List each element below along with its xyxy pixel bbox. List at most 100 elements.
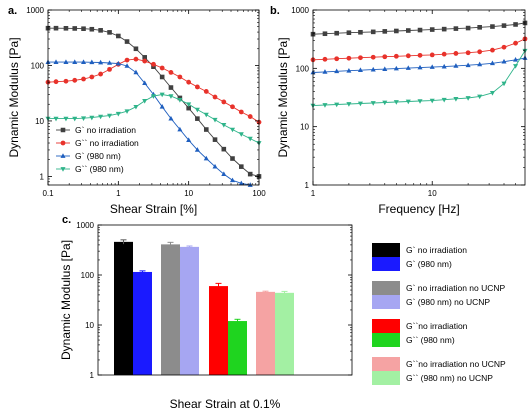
- data-point: [229, 177, 236, 183]
- bar: [256, 291, 275, 375]
- x-tick-label: 10: [428, 189, 437, 198]
- data-point: [322, 69, 328, 74]
- y-tick-label: 10: [35, 117, 44, 126]
- data-point: [322, 103, 328, 108]
- data-point: [53, 59, 59, 64]
- bar: [114, 241, 133, 375]
- legend: G` no irradiation G`` no irradiation G` (9…: [56, 125, 139, 174]
- data-point: [142, 55, 147, 60]
- data-point: [238, 132, 244, 137]
- data-point: [107, 66, 112, 72]
- data-point: [465, 25, 471, 31]
- x-axis-title: Shear Strain [%]: [110, 202, 197, 216]
- data-point: [357, 67, 363, 73]
- data-point: [322, 56, 328, 62]
- data-point: [405, 65, 411, 70]
- bar: [275, 292, 294, 375]
- data-point: [501, 23, 507, 28]
- legend-label: G`` (980 nm): [75, 164, 124, 174]
- legend-swatch: [372, 257, 400, 271]
- data-point: [186, 137, 192, 143]
- data-point: [186, 105, 191, 111]
- data-point: [142, 58, 148, 64]
- data-point: [186, 79, 192, 85]
- x-tick-label: 0.1: [42, 189, 54, 198]
- y-tick-label: 1: [305, 181, 310, 190]
- series-line-3: [312, 50, 526, 107]
- data-point: [186, 102, 192, 108]
- data-point: [490, 47, 495, 53]
- data-point: [417, 99, 423, 104]
- data-point: [238, 180, 244, 186]
- data-point: [142, 99, 148, 104]
- x-axis-title: Frequency [Hz]: [378, 202, 459, 216]
- data-point: [370, 101, 376, 106]
- series-line-2: [312, 57, 526, 73]
- data-point: [513, 64, 519, 69]
- legend-label: G``no irradiation: [406, 321, 468, 331]
- data-point: [151, 61, 156, 67]
- legend-marker: [60, 127, 66, 133]
- data-point: [72, 116, 78, 122]
- data-point: [212, 163, 218, 169]
- data-point: [382, 54, 388, 60]
- data-point: [63, 25, 69, 31]
- data-point: [53, 79, 59, 85]
- data-point: [124, 57, 130, 63]
- data-point: [417, 64, 423, 70]
- data-point: [501, 58, 507, 64]
- data-point: [346, 67, 352, 73]
- data-point: [229, 127, 236, 133]
- legend-marker: [60, 140, 66, 146]
- legend-swatch: [372, 319, 400, 333]
- data-point: [168, 94, 174, 99]
- legend-label: G` (980 nm): [75, 151, 121, 161]
- data-point: [168, 69, 174, 75]
- data-point: [89, 74, 95, 80]
- data-point: [477, 61, 483, 67]
- x-tick-label: 1: [116, 189, 121, 198]
- data-point: [89, 59, 95, 65]
- data-point: [358, 55, 363, 61]
- data-point: [382, 100, 388, 106]
- data-point: [80, 116, 87, 121]
- data-point: [124, 39, 130, 44]
- data-point: [177, 98, 183, 103]
- data-point: [247, 136, 253, 142]
- data-point: [177, 126, 183, 132]
- data-point: [441, 63, 447, 69]
- data-point: [124, 63, 130, 68]
- data-point: [203, 127, 209, 132]
- data-point: [406, 28, 411, 33]
- panel-label: b.: [270, 5, 280, 17]
- panel-label: c.: [62, 214, 71, 226]
- data-point: [405, 99, 411, 105]
- data-point: [194, 107, 200, 113]
- data-point: [393, 53, 399, 59]
- data-point: [322, 31, 328, 37]
- data-point: [477, 25, 482, 30]
- data-point: [81, 26, 86, 32]
- y-tick-label: 1: [90, 371, 95, 380]
- plot-frame: [97, 224, 353, 376]
- data-point: [453, 26, 459, 31]
- data-point: [501, 44, 507, 50]
- bar: [180, 246, 199, 375]
- data-point: [453, 51, 459, 56]
- legend-swatch: [372, 295, 400, 309]
- data-point: [168, 85, 174, 90]
- data-point: [72, 77, 78, 83]
- data-point: [107, 60, 113, 65]
- data-point: [230, 156, 235, 161]
- data-point: [477, 94, 483, 100]
- data-point: [63, 59, 69, 64]
- y-axis-title: Dynamic Modulus [Pa]: [276, 37, 290, 157]
- bar: [228, 321, 247, 375]
- data-point: [72, 26, 78, 31]
- data-point: [465, 96, 471, 101]
- data-point: [247, 171, 253, 177]
- data-point: [501, 81, 507, 87]
- data-point: [334, 56, 340, 62]
- data-point: [203, 89, 209, 94]
- data-point: [142, 80, 148, 85]
